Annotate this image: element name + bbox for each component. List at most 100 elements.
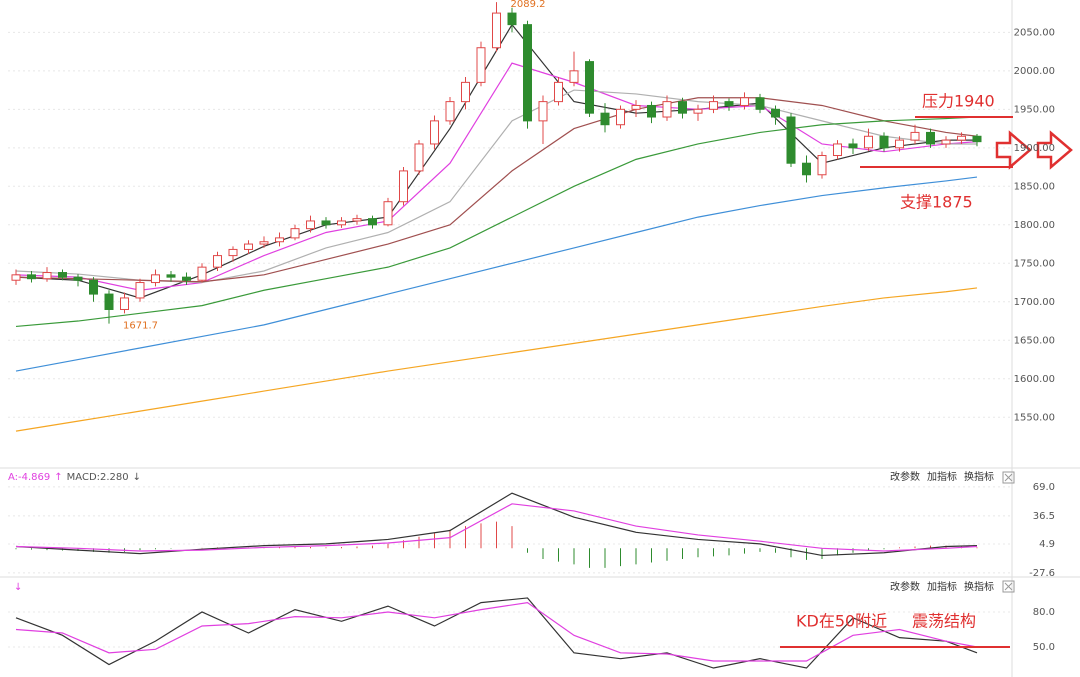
candle-body: [213, 255, 222, 268]
candle-body: [244, 243, 253, 250]
candle-body: [678, 101, 687, 114]
level-label: KD在50附近: [796, 612, 887, 631]
candle-body: [538, 101, 548, 122]
candle-body: [383, 201, 393, 226]
candle-body: [616, 108, 625, 126]
candle-body: [895, 139, 904, 149]
candle-body: [352, 218, 362, 222]
candle-body: [693, 108, 703, 114]
candle-body: [228, 248, 238, 257]
indicator-line: [15, 116, 978, 328]
candle-body: [910, 131, 920, 141]
level-label: 支撑1875: [900, 193, 973, 212]
indicator-line: [15, 597, 978, 669]
candle-body: [197, 266, 207, 281]
y-tick-label: -27.6: [1029, 568, 1055, 579]
y-tick-label: 2000.00: [1014, 66, 1055, 77]
candle-body: [337, 220, 346, 226]
candle-body: [740, 97, 749, 106]
candle-body: [368, 218, 377, 226]
candle-body: [399, 170, 408, 203]
candle-body: [957, 135, 966, 141]
close-box[interactable]: [1002, 471, 1015, 484]
candle-body: [941, 139, 951, 145]
candle-body: [492, 12, 501, 49]
candle-body: [802, 162, 811, 176]
candle-body: [89, 279, 98, 295]
y-tick-label: 1650.00: [1014, 335, 1055, 346]
low-label: 1671.7: [123, 321, 158, 332]
arrow-icon: [995, 130, 1032, 170]
y-tick-label: 1900.00: [1014, 143, 1055, 154]
candle-body: [771, 108, 780, 118]
y-tick-label: 1850.00: [1014, 181, 1055, 192]
candle-body: [306, 220, 315, 230]
candle-body: [662, 101, 672, 118]
candle-body: [926, 131, 935, 145]
candle-body: [259, 241, 269, 245]
y-tick-label: 1550.00: [1014, 412, 1055, 423]
indicator-line: [15, 97, 978, 283]
y-tick-label: 1800.00: [1014, 220, 1055, 231]
level-label: 压力1940: [922, 92, 995, 111]
candle-body: [275, 237, 284, 243]
y-tick-label: 1700.00: [1014, 297, 1055, 308]
candle-body: [151, 274, 160, 284]
y-tick-label: 1950.00: [1014, 104, 1055, 115]
candle-body: [569, 70, 579, 83]
candle-body: [879, 135, 889, 149]
indicator-line: [15, 176, 978, 372]
y-tick-label: 69.0: [1033, 482, 1055, 493]
indicator-arrow: ↓: [14, 582, 22, 593]
candle-body: [120, 297, 129, 310]
candle-body: [182, 276, 191, 281]
menu-button[interactable]: 换指标: [964, 470, 994, 483]
candle-body: [848, 143, 858, 149]
indicator-line: [15, 287, 978, 432]
menu-button[interactable]: 加指标: [927, 580, 957, 593]
candle-body: [554, 81, 563, 103]
indicator-header: ↑: [54, 472, 62, 483]
candle-body: [445, 101, 455, 122]
candle-body: [166, 274, 176, 278]
menu-button[interactable]: 换指标: [964, 580, 994, 593]
candle-body: [290, 228, 300, 239]
indicator-line: [15, 503, 978, 552]
candle-body: [523, 24, 532, 122]
candle-body: [647, 104, 656, 118]
candle-body: [786, 116, 796, 164]
level-label: 震荡结构: [912, 612, 976, 631]
candle-body: [104, 293, 114, 310]
candle-body: [972, 135, 982, 143]
y-tick-label: 50.0: [1033, 642, 1055, 653]
candle-body: [27, 274, 36, 280]
candle-body: [631, 104, 641, 110]
candle-body: [585, 61, 594, 114]
indicator-line: [15, 62, 978, 291]
candle-body: [864, 135, 873, 149]
y-tick-label: 1750.00: [1014, 258, 1055, 269]
y-tick-label: 1600.00: [1014, 374, 1055, 385]
y-tick-label: 4.9: [1039, 539, 1055, 550]
candle-body: [507, 12, 517, 26]
candle-body: [461, 81, 470, 103]
menu-button[interactable]: 改参数: [890, 580, 920, 593]
close-box[interactable]: [1002, 580, 1015, 593]
y-tick-label: 36.5: [1033, 511, 1055, 522]
candle-body: [42, 272, 52, 280]
indicator-header: MACD:2.280: [67, 472, 129, 483]
indicator-line: [15, 23, 977, 299]
indicator-line: [15, 89, 977, 284]
candle-body: [414, 143, 424, 172]
candle-body: [321, 220, 331, 226]
menu-button[interactable]: 改参数: [890, 470, 920, 483]
indicator-header: ↓: [133, 472, 141, 483]
candle-body: [11, 274, 21, 281]
y-tick-label: 80.0: [1033, 607, 1055, 618]
candle-body: [73, 276, 83, 281]
menu-button[interactable]: 加指标: [927, 470, 957, 483]
high-label: 2089.2: [511, 0, 546, 10]
candle-body: [600, 112, 610, 126]
